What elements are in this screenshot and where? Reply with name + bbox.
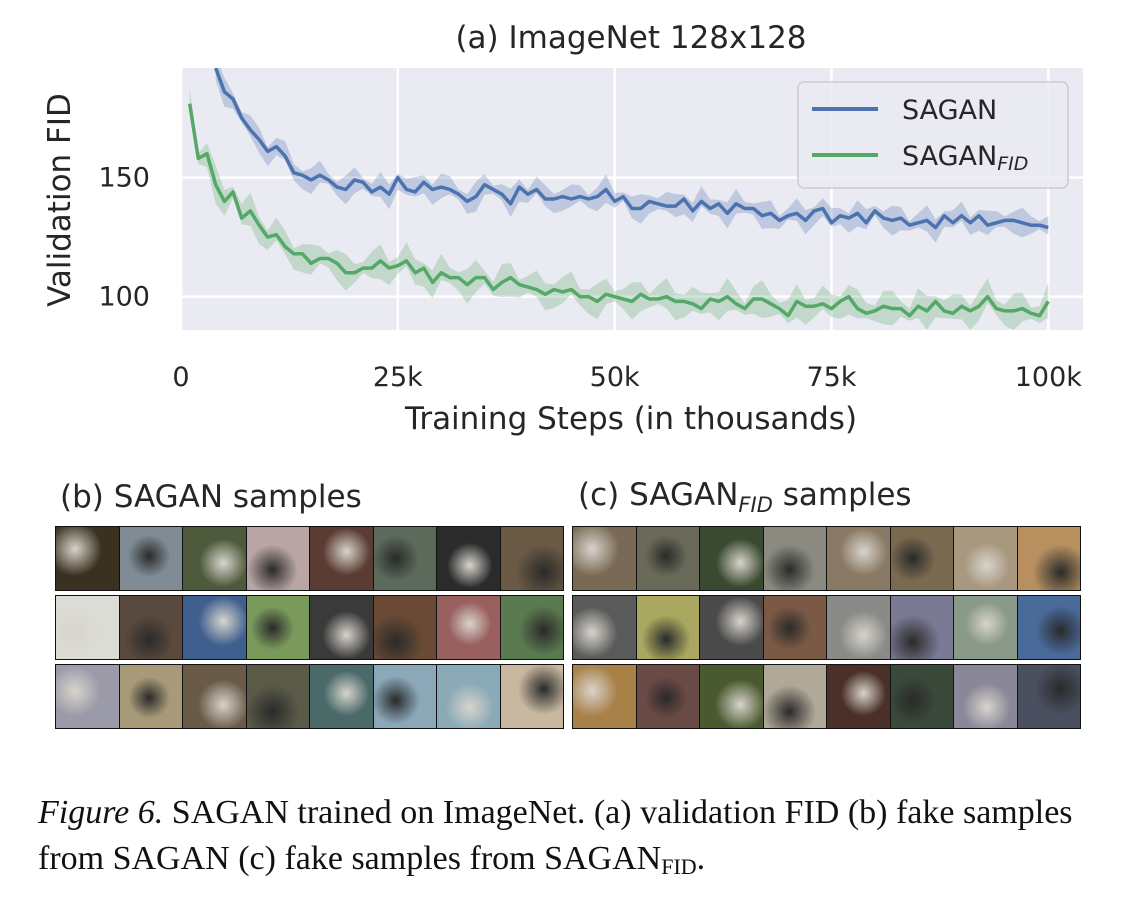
sample-image (119, 527, 182, 590)
sample-image (827, 596, 890, 659)
sample-image (56, 596, 119, 659)
sample-image (636, 665, 699, 728)
series-lines (187, 68, 1050, 318)
sample-image (954, 665, 1017, 728)
sample-image (500, 527, 563, 590)
x-tick-label: 25k (373, 362, 423, 393)
sample-image (373, 665, 436, 728)
sample-image (700, 596, 763, 659)
sample-image (763, 596, 826, 659)
sample-image (437, 665, 500, 728)
sagan-samples-row-3 (55, 664, 564, 729)
sample-image (573, 596, 636, 659)
x-tick-label: 75k (806, 362, 856, 393)
sample-image (1017, 596, 1080, 659)
y-axis-label: Validation FID (42, 93, 78, 307)
sample-image (636, 527, 699, 590)
sample-image (827, 665, 890, 728)
sample-image (183, 596, 246, 659)
sample-image (954, 527, 1017, 590)
sample-image (573, 665, 636, 728)
sample-image (246, 596, 309, 659)
sample-image (183, 665, 246, 728)
sample-image (437, 596, 500, 659)
sample-image (373, 596, 436, 659)
sample-image (246, 665, 309, 728)
fid-chart: (a) ImageNet 128x128 0 25k 50k 75k 100k 1001… (42, 20, 1083, 437)
sample-image (890, 527, 953, 590)
sample-image (763, 527, 826, 590)
legend: SAGAN SAGANFID (797, 81, 1069, 189)
sample-image (573, 527, 636, 590)
sample-image (954, 596, 1017, 659)
sample-image (310, 665, 373, 728)
sagan-samples-row-1 (55, 526, 564, 591)
sample-image (1017, 527, 1080, 590)
sample-image (373, 527, 436, 590)
figure-caption: Figure 6. SAGAN trained on ImageNet. (a)… (38, 794, 1073, 879)
y-tick-labels: 100 150 (98, 163, 150, 313)
x-tick-labels: 0 25k 50k 75k 100k (172, 362, 1082, 393)
sagan-fid-samples-row-2 (572, 595, 1081, 660)
panel-b-title: (b) SAGAN samples (60, 479, 362, 515)
sample-image (437, 527, 500, 590)
series-line (187, 103, 1050, 318)
sample-image (763, 665, 826, 728)
sample-image (700, 665, 763, 728)
sample-image (310, 596, 373, 659)
sagan-fid-samples-row-1 (572, 526, 1081, 591)
sagan-fid-samples-row-3 (572, 664, 1081, 729)
sample-image (500, 665, 563, 728)
x-tick-label: 100k (1015, 362, 1083, 393)
x-tick-label: 0 (172, 362, 189, 393)
sample-image (700, 527, 763, 590)
sample-image (246, 527, 309, 590)
sample-image (1017, 665, 1080, 728)
legend-label-sagan-fid: SAGANFID (902, 141, 1028, 175)
x-axis-label: Training Steps (in thousands) (404, 401, 857, 437)
sample-image (890, 665, 953, 728)
sample-image (119, 665, 182, 728)
chart-title: (a) ImageNet 128x128 (455, 20, 806, 56)
sample-image (500, 596, 563, 659)
sample-image (183, 527, 246, 590)
x-tick-label: 50k (590, 362, 640, 393)
y-tick-label: 150 (98, 163, 150, 194)
sample-image (119, 596, 182, 659)
legend-label-sagan: SAGAN (902, 95, 997, 126)
sample-image (636, 596, 699, 659)
series-line (214, 68, 1049, 230)
sample-image (890, 596, 953, 659)
sample-image (827, 527, 890, 590)
sample-image (56, 527, 119, 590)
y-tick-label: 100 (98, 282, 150, 313)
panel-c-title: (c) SAGANFID samples (578, 477, 912, 517)
sample-image (56, 665, 119, 728)
sample-image (310, 527, 373, 590)
sagan-samples-row-2 (55, 595, 564, 660)
